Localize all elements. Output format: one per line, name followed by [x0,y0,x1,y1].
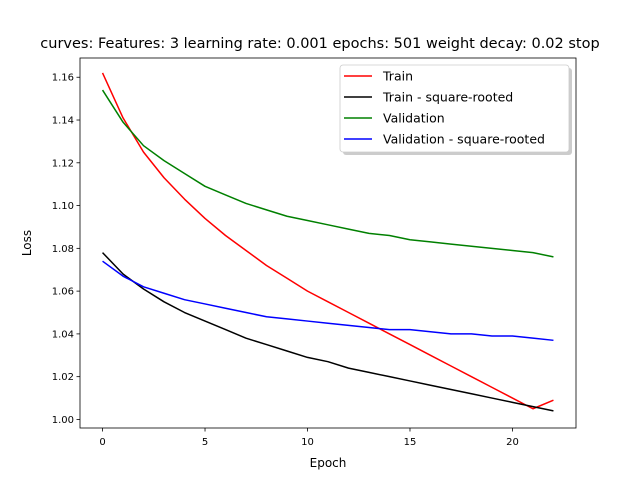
y-axis-label: Loss [20,230,34,256]
x-tick-label: 10 [301,437,314,448]
y-tick-label: 1.04 [52,329,74,340]
y-tick-label: 1.00 [52,415,74,426]
axes-layer: 0 5 10 15 20 1.00 1.02 1.04 1.06 1.08 1.10 1.12 1.14… [52,57,577,448]
x-tick-label: 5 [202,437,208,448]
y-tick-label: 1.06 [52,287,74,298]
chart-title: curves: Features: 3 learning rate: 0.001… [40,36,599,52]
series-line-3 [102,260,554,342]
x-axis-label: Epoch [310,456,347,470]
legend-box [339,64,570,153]
axes-frame [79,57,577,429]
y-tick-label: 1.14 [52,116,74,127]
series-line-1 [102,252,554,412]
legend-label-1: Train - square-rooted [382,90,513,105]
x-tick-label: 15 [404,437,417,448]
y-tick-label: 1.10 [52,201,74,212]
x-tick-label: 20 [506,437,519,448]
legend-label-0: Train [382,69,413,84]
series-line-0 [101,72,554,410]
x-tick-label: 0 [99,437,105,448]
series-line-2 [101,89,554,258]
legend-label-3: Validation - square-rooted [383,132,545,147]
legend: Train Train - square-rooted Validation Vali… [339,64,572,155]
y-tick-label: 1.02 [52,372,74,383]
y-tick-label: 1.12 [52,158,74,169]
legend-label-2: Validation [383,111,445,126]
series-layer [101,72,554,412]
y-tick-label: 1.08 [52,244,74,255]
y-tick-label: 1.16 [52,73,74,84]
